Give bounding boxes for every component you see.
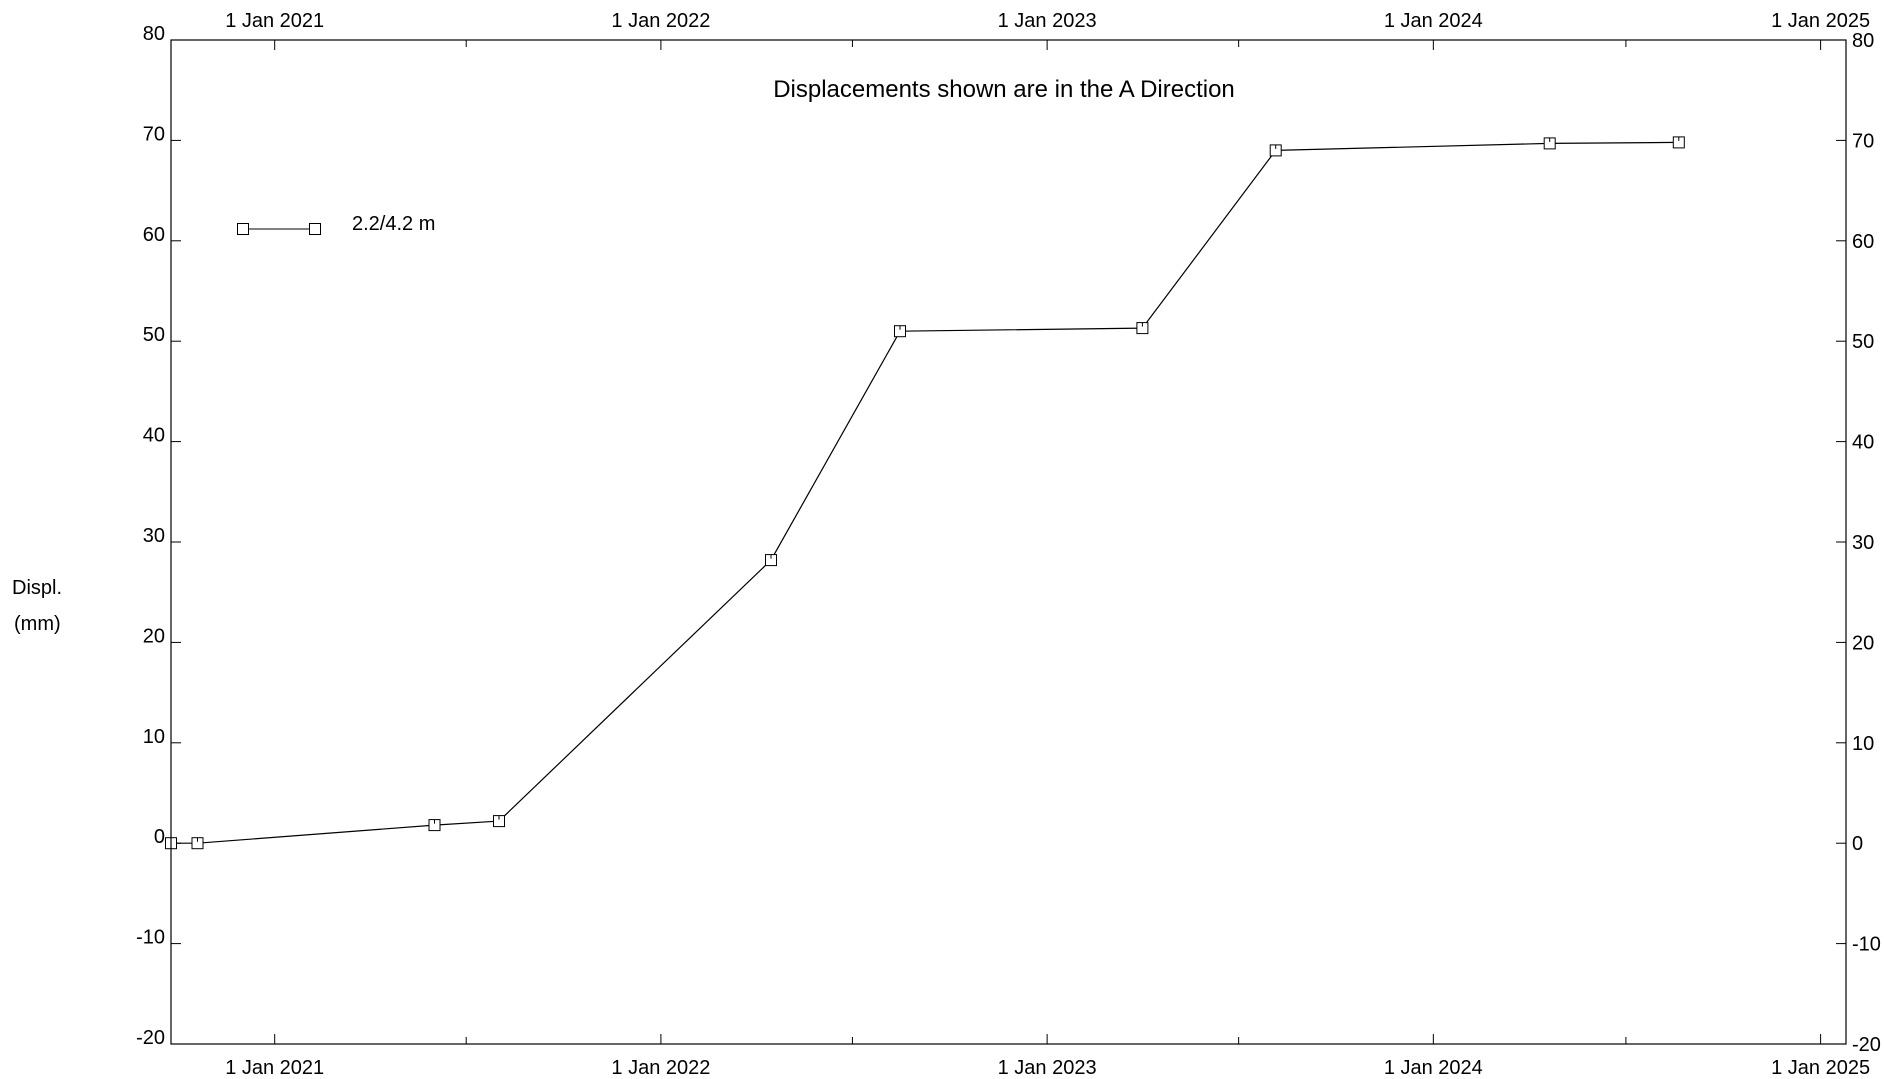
y-tick-label-left: 20 bbox=[143, 625, 165, 647]
legend-marker-right bbox=[309, 223, 321, 235]
x-tick-label-top: 1 Jan 2023 bbox=[998, 10, 1097, 32]
x-tick-label-top: 1 Jan 2021 bbox=[225, 10, 324, 32]
series-layer bbox=[165, 136, 1685, 850]
y-tick-label-right: 0 bbox=[1852, 833, 1863, 855]
y-tick-label-left: 60 bbox=[143, 224, 165, 246]
x-tick-label-bottom: 1 Jan 2024 bbox=[1384, 1057, 1483, 1079]
legend: 2.2/4.2 m bbox=[237, 213, 435, 235]
ticks-layer: -20 -20 -10 -10 0 0 10 10 20 20 30 30 40 40 50 50 60 60 70… bbox=[136, 10, 1881, 1079]
y-tick-label-right: -10 bbox=[1852, 934, 1881, 956]
x-tick-label-top: 1 Jan 2025 bbox=[1771, 10, 1870, 32]
x-tick-label-top: 1 Jan 2024 bbox=[1384, 10, 1483, 32]
y-tick-label-left: 80 bbox=[143, 23, 165, 45]
y-tick-label-right: -20 bbox=[1852, 1034, 1881, 1056]
y-tick-label-left: 10 bbox=[143, 726, 165, 748]
y-tick-label-left: 40 bbox=[143, 425, 165, 447]
y-tick-label-left: -20 bbox=[136, 1027, 165, 1049]
series-line bbox=[171, 141, 1679, 844]
y-tick-label-right: 20 bbox=[1852, 632, 1874, 654]
chart-title: Displacements shown are in the A Directi… bbox=[773, 76, 1235, 103]
y-axis-label-line2: (mm) bbox=[14, 613, 61, 635]
x-tick-label-top: 1 Jan 2022 bbox=[611, 10, 710, 32]
x-tick-label-bottom: 1 Jan 2022 bbox=[611, 1057, 710, 1079]
x-tick-label-bottom: 1 Jan 2023 bbox=[998, 1057, 1097, 1079]
y-tick-label-right: 60 bbox=[1852, 231, 1874, 253]
plot-area-frame bbox=[170, 39, 1847, 1045]
y-tick-label-right: 40 bbox=[1852, 432, 1874, 454]
y-tick-label-left: 30 bbox=[143, 525, 165, 547]
y-tick-label-left: -10 bbox=[136, 927, 165, 949]
y-tick-label-left: 50 bbox=[143, 324, 165, 346]
legend-label: 2.2/4.2 m bbox=[352, 213, 435, 235]
y-tick-label-left: 0 bbox=[154, 826, 165, 848]
x-tick-label-bottom: 1 Jan 2025 bbox=[1771, 1057, 1870, 1079]
legend-marker-left bbox=[237, 223, 249, 235]
y-tick-label-right: 80 bbox=[1852, 30, 1874, 52]
x-tick-label-bottom: 1 Jan 2021 bbox=[225, 1057, 324, 1079]
y-tick-label-right: 30 bbox=[1852, 532, 1874, 554]
y-tick-label-left: 70 bbox=[143, 123, 165, 145]
y-tick-label-right: 50 bbox=[1852, 331, 1874, 353]
y-tick-label-right: 10 bbox=[1852, 733, 1874, 755]
y-tick-label-right: 70 bbox=[1852, 130, 1874, 152]
y-axis-label-line1: Displ. bbox=[12, 577, 62, 599]
